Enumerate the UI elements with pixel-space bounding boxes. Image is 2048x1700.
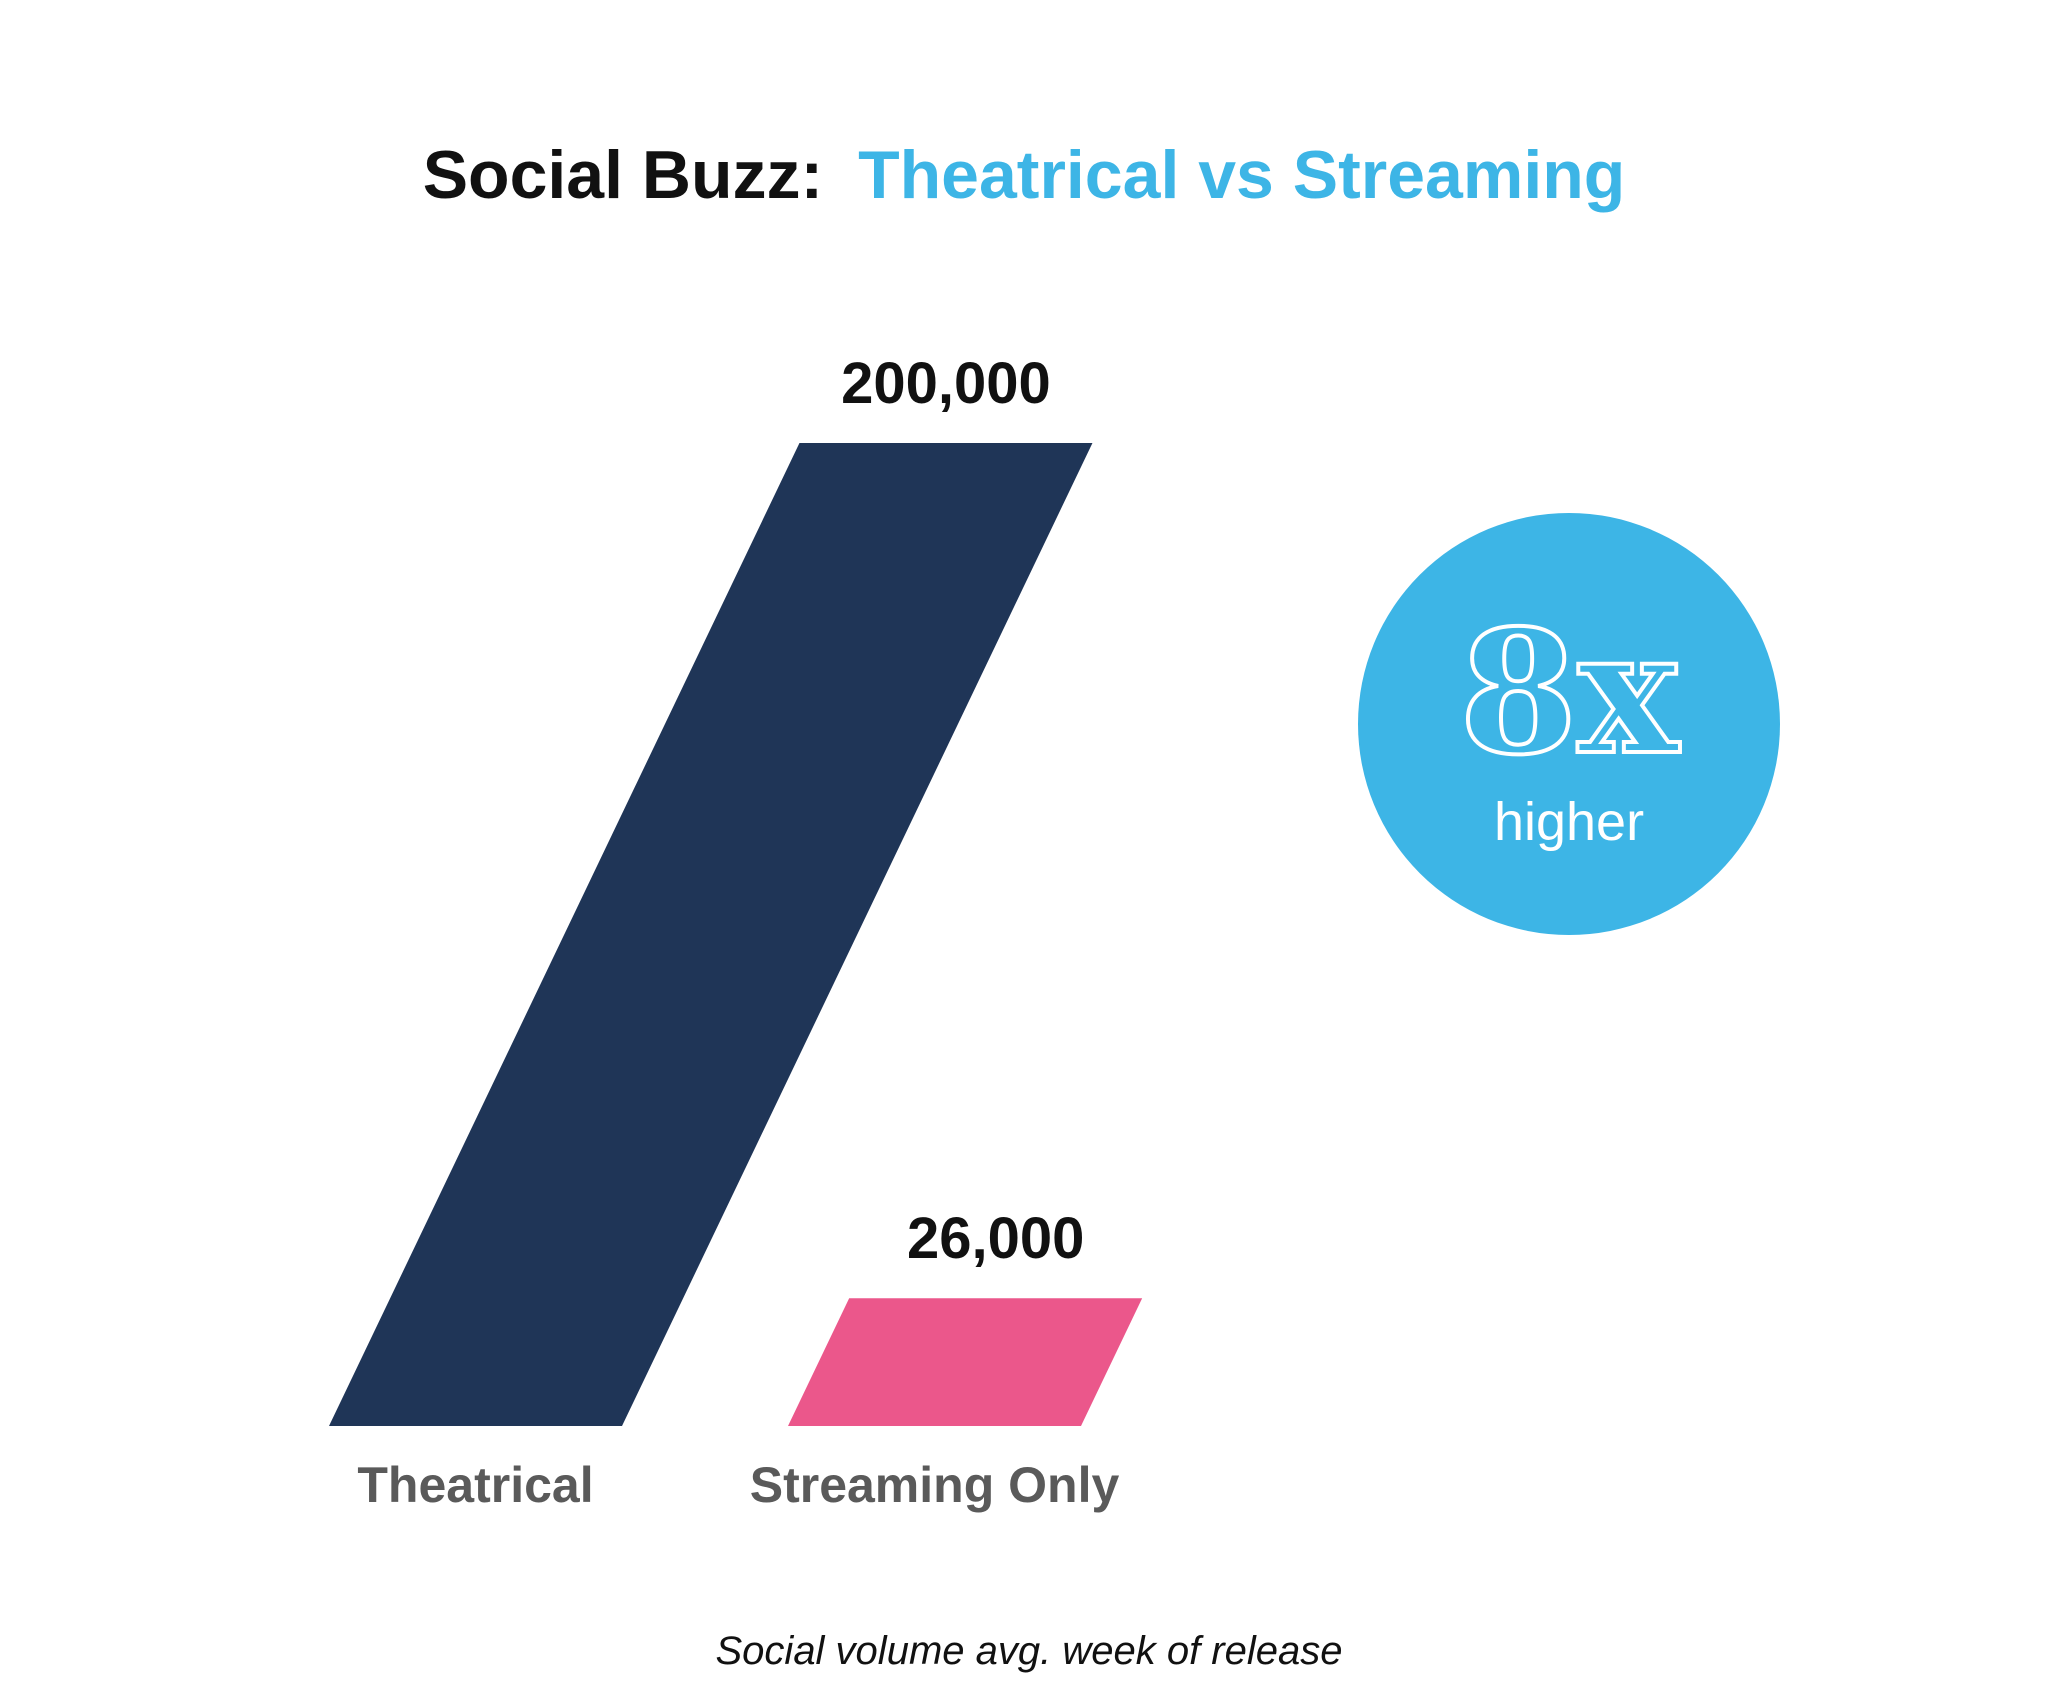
title-highlight: Theatrical vs Streaming xyxy=(858,137,1625,213)
badge-multiplier: 8x xyxy=(1459,593,1680,793)
bar-theatrical xyxy=(329,443,1093,1426)
title-prefix: Social Buzz: xyxy=(423,137,824,213)
category-label: Streaming Only xyxy=(750,1457,1120,1513)
footnote: Social volume avg. week of release xyxy=(716,1629,1343,1673)
category-label: Theatrical xyxy=(357,1457,593,1513)
badge-circle xyxy=(1358,513,1780,935)
bar-streaming-only xyxy=(788,1298,1143,1426)
value-label: 200,000 xyxy=(841,351,1051,416)
value-label: 26,000 xyxy=(907,1206,1084,1271)
chart-title: Social Buzz: Theatrical vs Streaming xyxy=(423,137,1626,213)
bars-group: 200,000 Theatrical 26,000 Streaming Only xyxy=(329,351,1143,1513)
multiplier-badge: 8x higher xyxy=(1358,513,1780,935)
badge-caption: higher xyxy=(1494,792,1644,852)
